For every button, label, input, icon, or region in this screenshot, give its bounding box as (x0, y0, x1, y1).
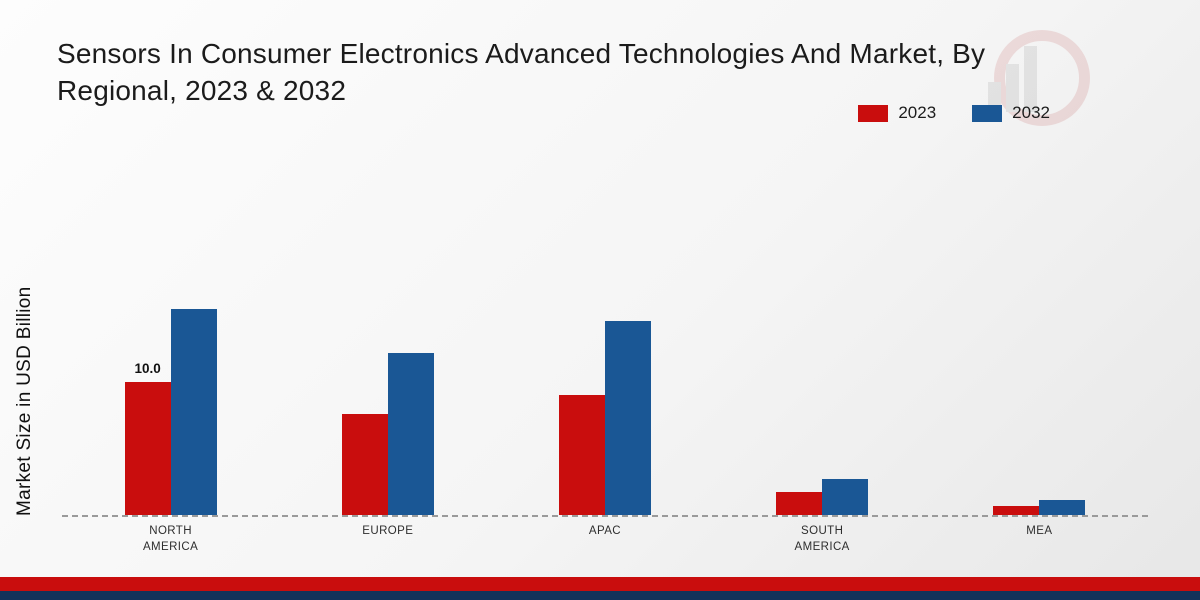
bar-group-mea: MEA (993, 275, 1086, 537)
y-axis-label: Market Size in USD Billion (14, 286, 35, 516)
x-axis-label-europe: EUROPE (362, 525, 414, 537)
bar-2032-north-america (170, 308, 217, 515)
bar-2023-mea (993, 505, 1040, 515)
bar-group-europe: EUROPE (341, 275, 434, 537)
bar-2023-europe (341, 413, 388, 515)
bar-2032-mea (1039, 500, 1086, 515)
legend-label-2032: 2032 (1012, 103, 1050, 122)
legend-item-2032: 2032 (972, 103, 1050, 123)
legend: 2023 2032 (858, 103, 1050, 123)
legend-swatch-2023 (858, 104, 889, 122)
legend-label-2023: 2023 (898, 103, 937, 122)
bar-2032-apac (604, 320, 651, 515)
bar-2032-south-america (822, 479, 869, 515)
x-axis-label-apac: APAC (588, 525, 621, 537)
footer-red-band (0, 577, 1200, 591)
data-label: 10.0 (134, 361, 161, 376)
bar-2023-south-america (776, 492, 823, 515)
plot-area: 10.0 NORTH AMERICA EUROPE APAC SOUTH AMERICA… (62, 275, 1148, 553)
bar-2032-europe (387, 352, 434, 515)
bar-group-north-america: 10.0 NORTH AMERICA (124, 275, 217, 553)
legend-item-2023: 2023 (858, 103, 936, 123)
bar-group-south-america: SOUTH AMERICA (776, 275, 869, 553)
bar-group-apac: APAC (558, 275, 651, 537)
legend-swatch-2032 (972, 104, 1003, 122)
bar-2023-apac (558, 395, 605, 515)
chart-title: Sensors In Consumer Electronics Advanced… (57, 38, 986, 106)
bar-2023-north-america: 10.0 (124, 361, 171, 515)
footer-navy-band (0, 591, 1200, 600)
x-axis-label-south-america: SOUTH AMERICA (794, 525, 850, 553)
x-axis-label-mea: MEA (1026, 525, 1053, 537)
x-axis-label-north-america: NORTH AMERICA (142, 525, 199, 553)
